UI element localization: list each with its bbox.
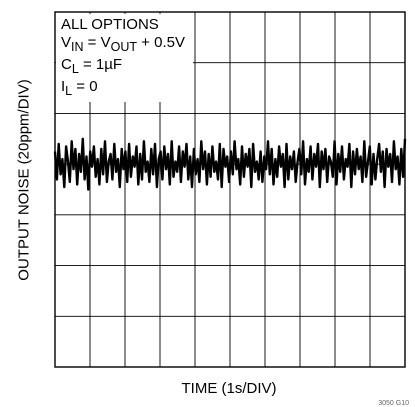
plot-frame [54,11,406,368]
y-axis-label: OUTPUT NOISE (20ppm/DIV) [15,79,33,281]
noise-trace [53,137,407,191]
conditions-annotation: ALL OPTIONS VIN = VOUT + 0.5V CL = 1µF I… [56,14,193,102]
annotation-line-4: IL = 0 [61,78,98,98]
annotation-line-3: CL = 1µF [61,56,123,76]
x-axis-label: TIME (1s/DIV) [181,380,277,397]
annotation-line-1: ALL OPTIONS [61,16,159,33]
annotation-line-2: VIN = VOUT + 0.5V [61,34,185,54]
figure-code: 3050 G10 [378,400,409,407]
